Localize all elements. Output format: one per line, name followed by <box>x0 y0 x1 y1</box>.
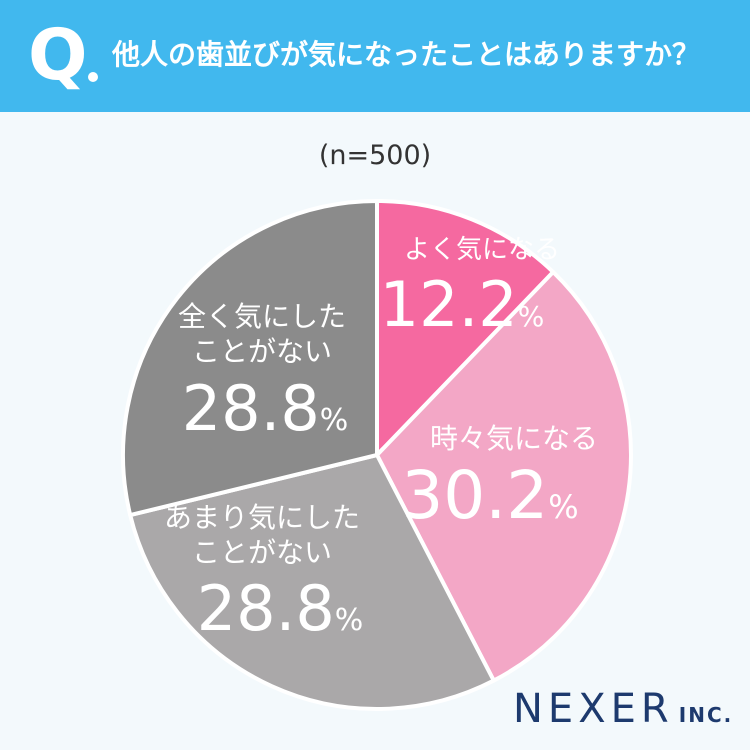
q-mark: Q <box>28 14 88 96</box>
question-text: 他人の歯並びが気になったことはありますか？ <box>112 38 701 71</box>
slice-label-1: よく気になる <box>404 235 560 265</box>
slice-label-2: 時々気になる <box>430 422 598 455</box>
question-header: Q 他人の歯並びが気になったことはありますか？ <box>0 0 750 112</box>
slice-value-1: 12.2% <box>380 268 545 341</box>
nexer-logo: NEXER INC. <box>513 686 733 732</box>
pie-slice-3 <box>128 453 496 711</box>
q-dot <box>88 72 98 82</box>
slice-label-4: 全く気にしたことがない <box>178 300 346 368</box>
pie-slice-1 <box>375 199 556 457</box>
slice-label-3: あまり気にしたことがない <box>164 501 360 569</box>
slice-value-3: 28.8% <box>197 572 364 645</box>
slice-value-2: 30.2% <box>401 457 578 534</box>
brand-suffix: INC. <box>678 703 734 727</box>
pie-slice-4 <box>121 199 379 518</box>
brand-name: NEXER <box>513 686 674 732</box>
pie-slice-2 <box>375 270 633 683</box>
sample-size: (n=500) <box>318 140 432 171</box>
slice-value-4: 28.8% <box>182 372 349 445</box>
